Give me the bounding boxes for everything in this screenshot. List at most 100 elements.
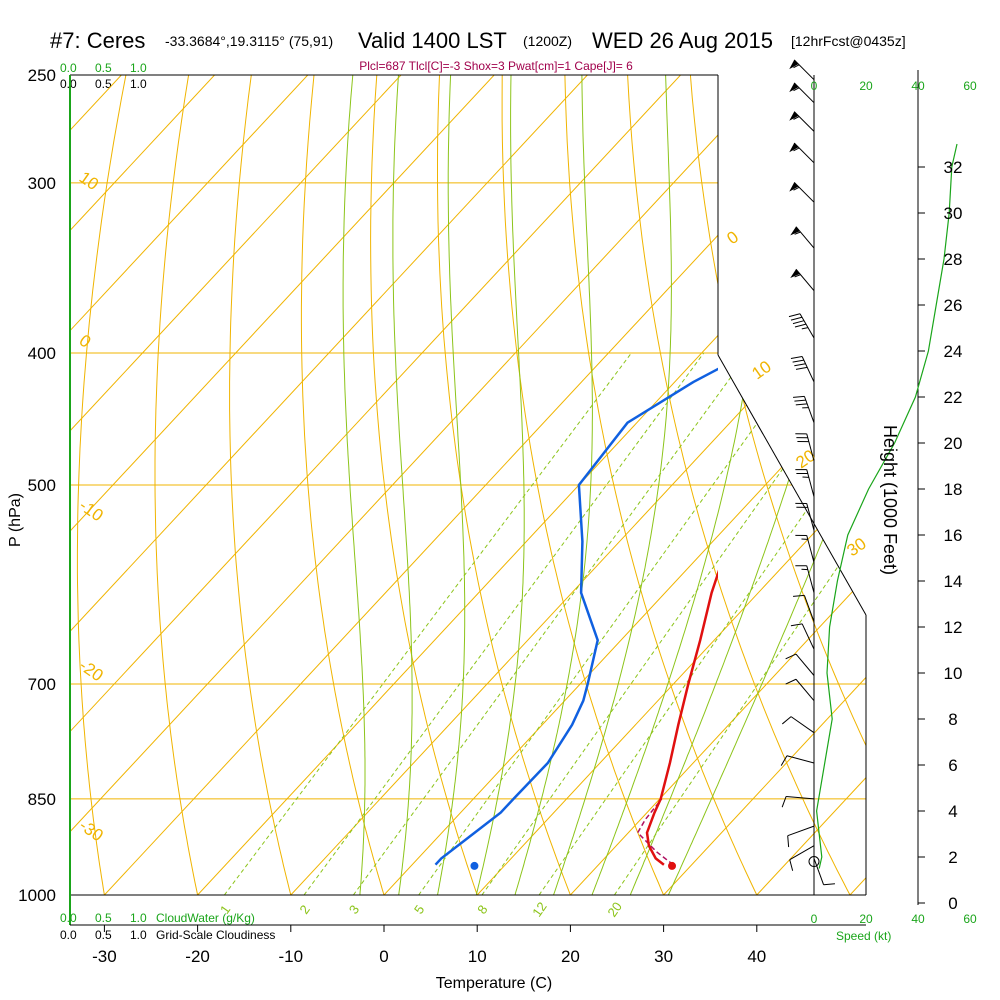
- temperature-line: [645, 569, 718, 866]
- wind-scale-label: 60: [963, 912, 977, 926]
- barb-full: [787, 835, 790, 848]
- barb-full: [796, 506, 808, 508]
- barb-staff: [786, 795, 815, 800]
- isotherm-line: [104, 75, 866, 895]
- isotherm-label: -10: [76, 496, 107, 526]
- pressure-tick-label: 400: [28, 344, 56, 363]
- barb-full: [790, 356, 803, 359]
- valid-time: Valid 1400 LST: [358, 28, 507, 53]
- wind-barb: [789, 111, 815, 132]
- barb-half: [801, 568, 808, 571]
- barb-full: [792, 320, 805, 325]
- barb-pennant: [789, 82, 799, 93]
- sounding-profiles: [434, 367, 718, 870]
- bottom-black-label: 1.0: [130, 928, 147, 942]
- barb-half: [793, 147, 800, 152]
- temperature-tick-label: 0: [379, 947, 388, 966]
- barb-full: [790, 623, 803, 627]
- dry-adiabat-line: [154, 75, 205, 895]
- dry-adiabat-line: [229, 75, 299, 895]
- isotherm-line: [70, 75, 618, 895]
- barb-staff: [793, 82, 815, 104]
- moist-adiabat-line: [617, 75, 866, 895]
- height-tick-label: 12: [944, 618, 963, 637]
- isotherm-line: [663, 75, 866, 895]
- wind-barb: [789, 845, 815, 871]
- wind-barb: [795, 502, 815, 531]
- wind-barb: [813, 858, 835, 886]
- barb-half: [794, 231, 801, 235]
- barb-staff: [806, 565, 815, 593]
- pressure-tick-label: 700: [28, 675, 56, 694]
- barb-half: [793, 87, 800, 92]
- barb-half: [793, 116, 800, 120]
- mixing-ratio-line: [352, 352, 749, 895]
- barb-half: [793, 186, 800, 191]
- dry-adiabat-line: [750, 75, 866, 895]
- barb-staff: [786, 755, 815, 764]
- wind-scale-label: 20: [859, 912, 873, 926]
- barb-staff: [801, 623, 815, 650]
- barb-pennant: [790, 269, 800, 278]
- barb-full: [795, 534, 807, 536]
- barb-staff: [793, 59, 815, 81]
- barb-full: [794, 363, 806, 367]
- moist-adiabat-line: [431, 75, 466, 895]
- wind-barb: [785, 653, 815, 676]
- plot-frame: [69, 70, 919, 926]
- wind-barb: [787, 825, 815, 848]
- temperature-tick-label: 20: [561, 947, 580, 966]
- wind-barb: [790, 356, 815, 383]
- wind-barbs: [780, 59, 835, 886]
- barb-full: [795, 403, 808, 406]
- moist-adiabat-line: [468, 75, 525, 895]
- barb-staff: [793, 111, 815, 132]
- top-cloud-scale: 0.0 0.5 1.0 0.0 0.5 1.0: [60, 61, 147, 91]
- wind-scale-label: 0: [811, 912, 818, 926]
- pressure-tick-label: 1000: [18, 886, 56, 905]
- isotherm-lines: [70, 75, 866, 895]
- dry-adiabat-lines: [76, 75, 866, 895]
- mixing-ratio-line: [223, 352, 632, 895]
- dry-adiabat-line: [564, 75, 772, 895]
- barb-half: [802, 407, 809, 409]
- top-black-label: 0.5: [95, 77, 112, 91]
- barb-full: [793, 594, 805, 597]
- wind-scale-label: 40: [911, 79, 925, 93]
- barb-full: [795, 433, 807, 435]
- height-tick-label: 14: [944, 572, 963, 591]
- mixing-ratio-label: 2: [296, 902, 312, 917]
- barb-staff: [799, 313, 815, 339]
- moist-adiabat-line: [543, 75, 672, 895]
- barb-full: [788, 313, 801, 318]
- isotherm-line: [476, 75, 866, 895]
- barb-full: [796, 472, 808, 475]
- barb-staff: [801, 356, 815, 383]
- mixing-ratio-line: [418, 352, 808, 895]
- height-tick-label: 18: [944, 480, 963, 499]
- wind-barb: [789, 142, 815, 164]
- temperature-tick-label: 10: [468, 947, 487, 966]
- barb-pennant: [789, 59, 799, 70]
- height-tick-label: 26: [944, 296, 963, 315]
- bottom-black-label: 0.5: [95, 928, 112, 942]
- wind-barb: [789, 82, 815, 104]
- isobar-lines: [70, 74, 866, 896]
- top-black-label: 0.0: [60, 77, 77, 91]
- isotherm-line: [70, 75, 338, 895]
- barb-pennant: [789, 111, 799, 121]
- wind-speed-scale-bottom: 0 20 40 60 Speed (kt): [811, 912, 977, 943]
- barb-full: [796, 437, 808, 439]
- moist-adiabat-line: [505, 75, 593, 895]
- height-tick-label: 6: [948, 756, 957, 775]
- isotherm-label: 0: [76, 331, 95, 352]
- height-tick-label: 2: [948, 848, 957, 867]
- barb-full: [790, 316, 803, 321]
- isotherm-label: 20: [792, 446, 818, 472]
- surface-dewpoint-dot: [470, 861, 479, 870]
- mixing-ratio-line: [303, 352, 705, 895]
- y-axis-title: P (hPa): [7, 493, 24, 547]
- wind-scale-label: 0: [811, 79, 818, 93]
- height-tick-label: 0: [948, 894, 957, 913]
